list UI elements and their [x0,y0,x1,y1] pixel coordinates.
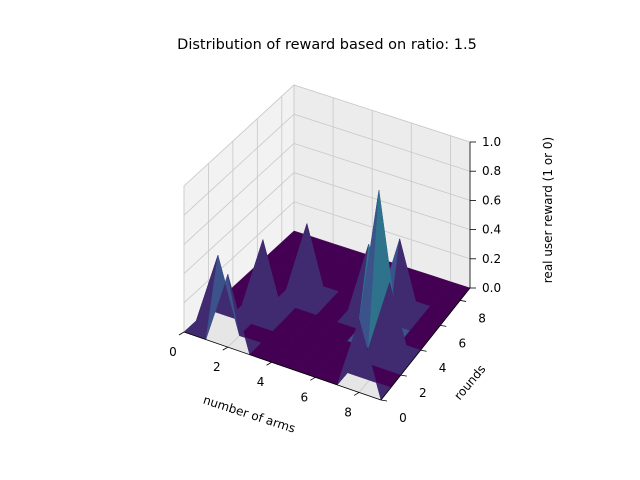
y-tick-label: 6 [459,336,467,350]
x-tick-label: 8 [344,405,352,419]
x-tick [266,361,272,366]
x-tick [222,346,228,351]
y-tick-label: 2 [419,386,427,400]
x-tick [353,392,360,396]
z-tick-label: 0.0 [482,281,501,295]
surface-plot [183,190,471,401]
z-tick-label: 0.2 [482,252,501,266]
y-tick [420,349,427,352]
y-tick-label: 4 [439,361,447,375]
z-gridline [183,84,471,187]
x-tick-label: 0 [169,345,177,359]
y-tick [460,300,467,302]
y-tick [440,324,447,327]
x-tick-label: 4 [257,375,265,389]
chart-title: Distribution of reward based on ratio: 1… [177,37,477,53]
z-tick-label: 1.0 [482,135,501,149]
z-gridline [183,142,471,245]
x-tick [178,331,185,336]
z-tick-label: 0.4 [482,223,501,237]
x-tick [310,376,316,381]
y-tick-label: 8 [478,311,486,325]
x-tick-label: 6 [301,390,309,404]
z-gridline [183,113,471,216]
y-tick [380,399,388,402]
x-axis-line [183,331,382,401]
z-tick-label: 0.8 [482,164,501,178]
z-gridline [183,172,471,274]
z-axis-label: real user reward (1 or 0) [541,137,555,283]
y-tick [400,374,407,377]
y-tick-label: 0 [399,411,407,425]
x-tick-label: 2 [213,360,221,374]
y-axis-line [380,287,471,401]
z-tick-label: 0.6 [482,193,501,207]
